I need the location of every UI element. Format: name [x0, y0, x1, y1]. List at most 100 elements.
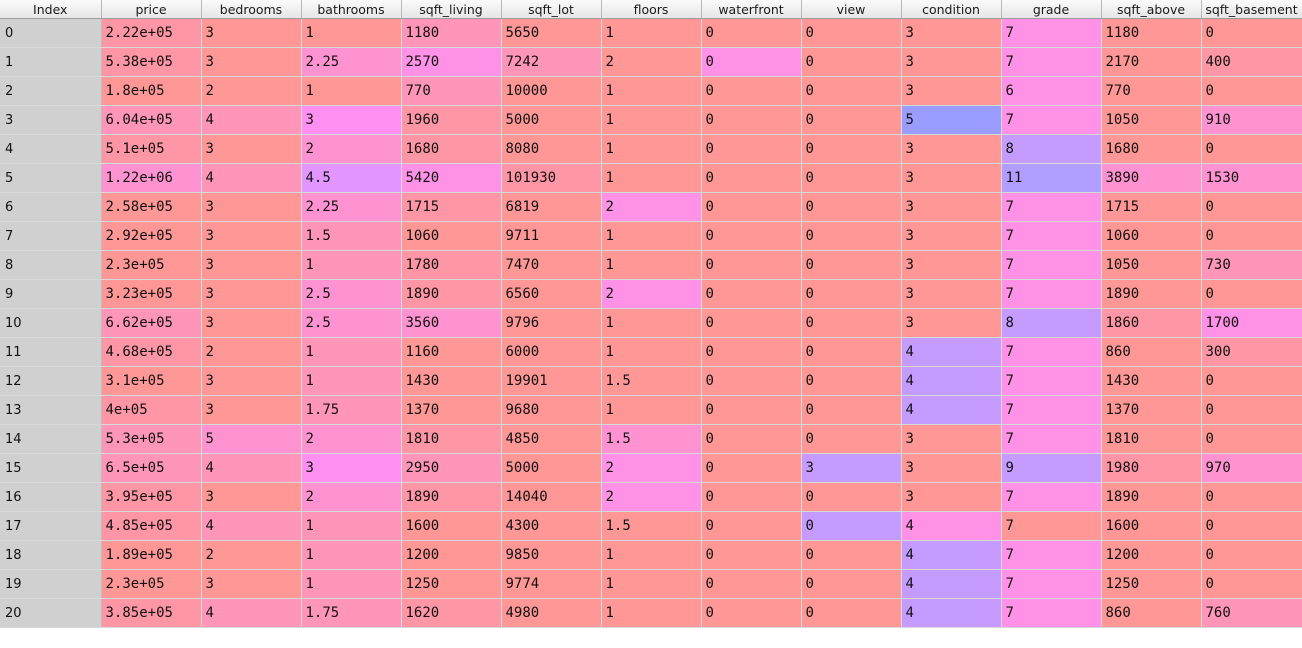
- cell-sqft-lot[interactable]: 9850: [501, 540, 602, 570]
- cell-sqft-lot[interactable]: 4980: [501, 598, 602, 628]
- cell-sqft-living[interactable]: 1160: [401, 337, 502, 367]
- cell-sqft-lot[interactable]: 14040: [501, 482, 602, 512]
- cell-grade[interactable]: 6: [1001, 76, 1102, 106]
- cell-sqft-above[interactable]: 1680: [1101, 134, 1202, 164]
- cell-price[interactable]: 4.85e+05: [101, 511, 202, 541]
- cell-sqft-basement[interactable]: 0: [1201, 569, 1302, 599]
- cell-condition[interactable]: 4: [901, 540, 1002, 570]
- table-row[interactable]: 3 6.04e+05 4 3 1960 5000 1 0 0 5 7 1050 910: [0, 105, 1302, 135]
- cell-condition[interactable]: 3: [901, 18, 1002, 48]
- cell-price[interactable]: 3.85e+05: [101, 598, 202, 628]
- cell-grade[interactable]: 7: [1001, 540, 1102, 570]
- cell-floors[interactable]: 1: [601, 395, 702, 425]
- cell-grade[interactable]: 7: [1001, 569, 1102, 599]
- cell-grade[interactable]: 7: [1001, 279, 1102, 309]
- cell-bedrooms[interactable]: 4: [201, 163, 302, 193]
- cell-grade[interactable]: 7: [1001, 221, 1102, 251]
- cell-bathrooms[interactable]: 1: [301, 569, 402, 599]
- cell-bathrooms[interactable]: 1: [301, 18, 402, 48]
- cell-sqft-above[interactable]: 1600: [1101, 511, 1202, 541]
- cell-sqft-basement[interactable]: 400: [1201, 47, 1302, 77]
- cell-bathrooms[interactable]: 1.75: [301, 598, 402, 628]
- cell-sqft-living[interactable]: 1780: [401, 250, 502, 280]
- cell-bedrooms[interactable]: 3: [201, 18, 302, 48]
- cell-sqft-living[interactable]: 1370: [401, 395, 502, 425]
- row-index-cell[interactable]: 2: [0, 76, 102, 106]
- cell-grade[interactable]: 7: [1001, 250, 1102, 280]
- cell-view[interactable]: 0: [801, 511, 902, 541]
- cell-sqft-above[interactable]: 2170: [1101, 47, 1202, 77]
- cell-sqft-above[interactable]: 1715: [1101, 192, 1202, 222]
- cell-sqft-basement[interactable]: 0: [1201, 192, 1302, 222]
- cell-sqft-above[interactable]: 1370: [1101, 395, 1202, 425]
- cell-sqft-lot[interactable]: 101930: [501, 163, 602, 193]
- cell-condition[interactable]: 5: [901, 105, 1002, 135]
- table-row[interactable]: 11 4.68e+05 2 1 1160 6000 1 0 0 4 7 860 300: [0, 337, 1302, 367]
- cell-sqft-above[interactable]: 1200: [1101, 540, 1202, 570]
- cell-sqft-basement[interactable]: 0: [1201, 18, 1302, 48]
- row-index-cell[interactable]: 1: [0, 47, 102, 77]
- cell-waterfront[interactable]: 0: [701, 192, 802, 222]
- cell-view[interactable]: 0: [801, 18, 902, 48]
- cell-view[interactable]: 0: [801, 482, 902, 512]
- cell-floors[interactable]: 1: [601, 76, 702, 106]
- cell-bedrooms[interactable]: 3: [201, 192, 302, 222]
- cell-sqft-living[interactable]: 1180: [401, 18, 502, 48]
- cell-bedrooms[interactable]: 3: [201, 279, 302, 309]
- cell-grade[interactable]: 7: [1001, 47, 1102, 77]
- cell-waterfront[interactable]: 0: [701, 250, 802, 280]
- cell-price[interactable]: 1.89e+05: [101, 540, 202, 570]
- row-index-cell[interactable]: 10: [0, 308, 102, 338]
- table-row[interactable]: 5 1.22e+06 4 4.5 5420 101930 1 0 0 3 11 3890 1530: [0, 163, 1302, 193]
- cell-sqft-basement[interactable]: 0: [1201, 424, 1302, 454]
- cell-price[interactable]: 2.58e+05: [101, 192, 202, 222]
- table-row[interactable]: 13 4e+05 3 1.75 1370 9680 1 0 0 4 7 1370 0: [0, 395, 1302, 425]
- table-row[interactable]: 2 1.8e+05 2 1 770 10000 1 0 0 3 6 770 0: [0, 76, 1302, 106]
- cell-condition[interactable]: 3: [901, 250, 1002, 280]
- cell-bathrooms[interactable]: 1: [301, 366, 402, 396]
- column-header-sqft-living[interactable]: sqft_living: [401, 0, 502, 19]
- cell-sqft-lot[interactable]: 5650: [501, 18, 602, 48]
- cell-bedrooms[interactable]: 3: [201, 221, 302, 251]
- row-index-cell[interactable]: 19: [0, 569, 102, 599]
- cell-bathrooms[interactable]: 1: [301, 540, 402, 570]
- cell-sqft-living[interactable]: 1890: [401, 482, 502, 512]
- cell-view[interactable]: 0: [801, 540, 902, 570]
- cell-waterfront[interactable]: 0: [701, 134, 802, 164]
- cell-sqft-living[interactable]: 1620: [401, 598, 502, 628]
- cell-view[interactable]: 0: [801, 395, 902, 425]
- cell-view[interactable]: 3: [801, 453, 902, 483]
- cell-sqft-living[interactable]: 1680: [401, 134, 502, 164]
- table-row[interactable]: 8 2.3e+05 3 1 1780 7470 1 0 0 3 7 1050 730: [0, 250, 1302, 280]
- cell-bedrooms[interactable]: 4: [201, 511, 302, 541]
- table-row[interactable]: 6 2.58e+05 3 2.25 1715 6819 2 0 0 3 7 1715 0: [0, 192, 1302, 222]
- cell-sqft-basement[interactable]: 1700: [1201, 308, 1302, 338]
- cell-grade[interactable]: 7: [1001, 192, 1102, 222]
- cell-sqft-living[interactable]: 1890: [401, 279, 502, 309]
- cell-waterfront[interactable]: 0: [701, 598, 802, 628]
- cell-price[interactable]: 2.3e+05: [101, 569, 202, 599]
- table-row[interactable]: 1 5.38e+05 3 2.25 2570 7242 2 0 0 3 7 2170 400: [0, 47, 1302, 77]
- row-index-cell[interactable]: 5: [0, 163, 102, 193]
- cell-bedrooms[interactable]: 3: [201, 250, 302, 280]
- cell-view[interactable]: 0: [801, 192, 902, 222]
- cell-floors[interactable]: 1: [601, 337, 702, 367]
- cell-view[interactable]: 0: [801, 250, 902, 280]
- cell-floors[interactable]: 2: [601, 47, 702, 77]
- cell-sqft-lot[interactable]: 10000: [501, 76, 602, 106]
- column-header-index[interactable]: Index: [0, 0, 102, 19]
- cell-floors[interactable]: 1.5: [601, 366, 702, 396]
- cell-sqft-above[interactable]: 1180: [1101, 18, 1202, 48]
- cell-sqft-basement[interactable]: 300: [1201, 337, 1302, 367]
- cell-bathrooms[interactable]: 1.5: [301, 221, 402, 251]
- cell-price[interactable]: 4e+05: [101, 395, 202, 425]
- cell-waterfront[interactable]: 0: [701, 337, 802, 367]
- cell-sqft-living[interactable]: 1960: [401, 105, 502, 135]
- cell-sqft-lot[interactable]: 4850: [501, 424, 602, 454]
- cell-sqft-lot[interactable]: 4300: [501, 511, 602, 541]
- cell-bathrooms[interactable]: 1: [301, 337, 402, 367]
- cell-floors[interactable]: 2: [601, 482, 702, 512]
- cell-price[interactable]: 2.92e+05: [101, 221, 202, 251]
- cell-sqft-above[interactable]: 1890: [1101, 279, 1202, 309]
- cell-waterfront[interactable]: 0: [701, 540, 802, 570]
